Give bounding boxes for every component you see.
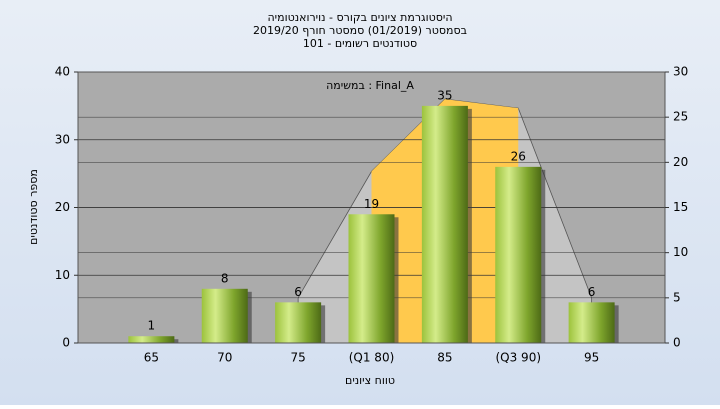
y2-tick-label: 10 [673,245,688,259]
value-label: 1 [148,319,156,333]
y2-tick-label: 15 [673,200,688,214]
y-tick-label: 20 [55,200,70,214]
x-tick-label: (Q1 80) [349,351,395,365]
bar [201,288,248,343]
y-tick-label: 30 [55,132,70,146]
bar [568,302,615,343]
chart-subtitle: בסמסטר (01/2019) סמסטר חורף 2019/20 [253,24,467,37]
x-tick-label: 95 [584,351,599,365]
bar [348,214,395,343]
bar [128,336,175,343]
x-tick-label: 85 [437,351,452,365]
x-tick-label: (Q3 90) [495,351,541,365]
value-label: 8 [221,271,229,285]
x-tick-label: 75 [290,351,305,365]
chart-title: היסטוגרמת ציונים בקורס - נוירואנטומיה [267,11,452,24]
bar [421,105,468,343]
y-tick-label: 10 [55,268,70,282]
chart-subtitle: סטודנטים רשומים - 101 [303,37,417,50]
y-tick-label: 40 [55,65,70,79]
y-axis-label: מספר סטודנטים [27,169,40,245]
y2-tick-label: 20 [673,155,688,169]
annotation: במשימה : Final_A [326,79,414,92]
x-tick-label: 65 [144,351,159,365]
value-label: 6 [294,285,302,299]
x-tick-label: 70 [217,351,232,365]
value-label: 35 [437,88,452,102]
x-axis-label: טווח ציונים [345,374,395,387]
y2-tick-label: 5 [673,290,681,304]
value-label: 26 [511,149,526,163]
value-label: 19 [364,197,379,211]
bar [495,166,542,343]
y2-tick-label: 0 [673,336,681,350]
bar [275,302,322,343]
y2-tick-label: 25 [673,110,688,124]
y2-tick-label: 30 [673,65,688,79]
y-tick-label: 0 [62,336,70,350]
value-label: 6 [588,285,596,299]
